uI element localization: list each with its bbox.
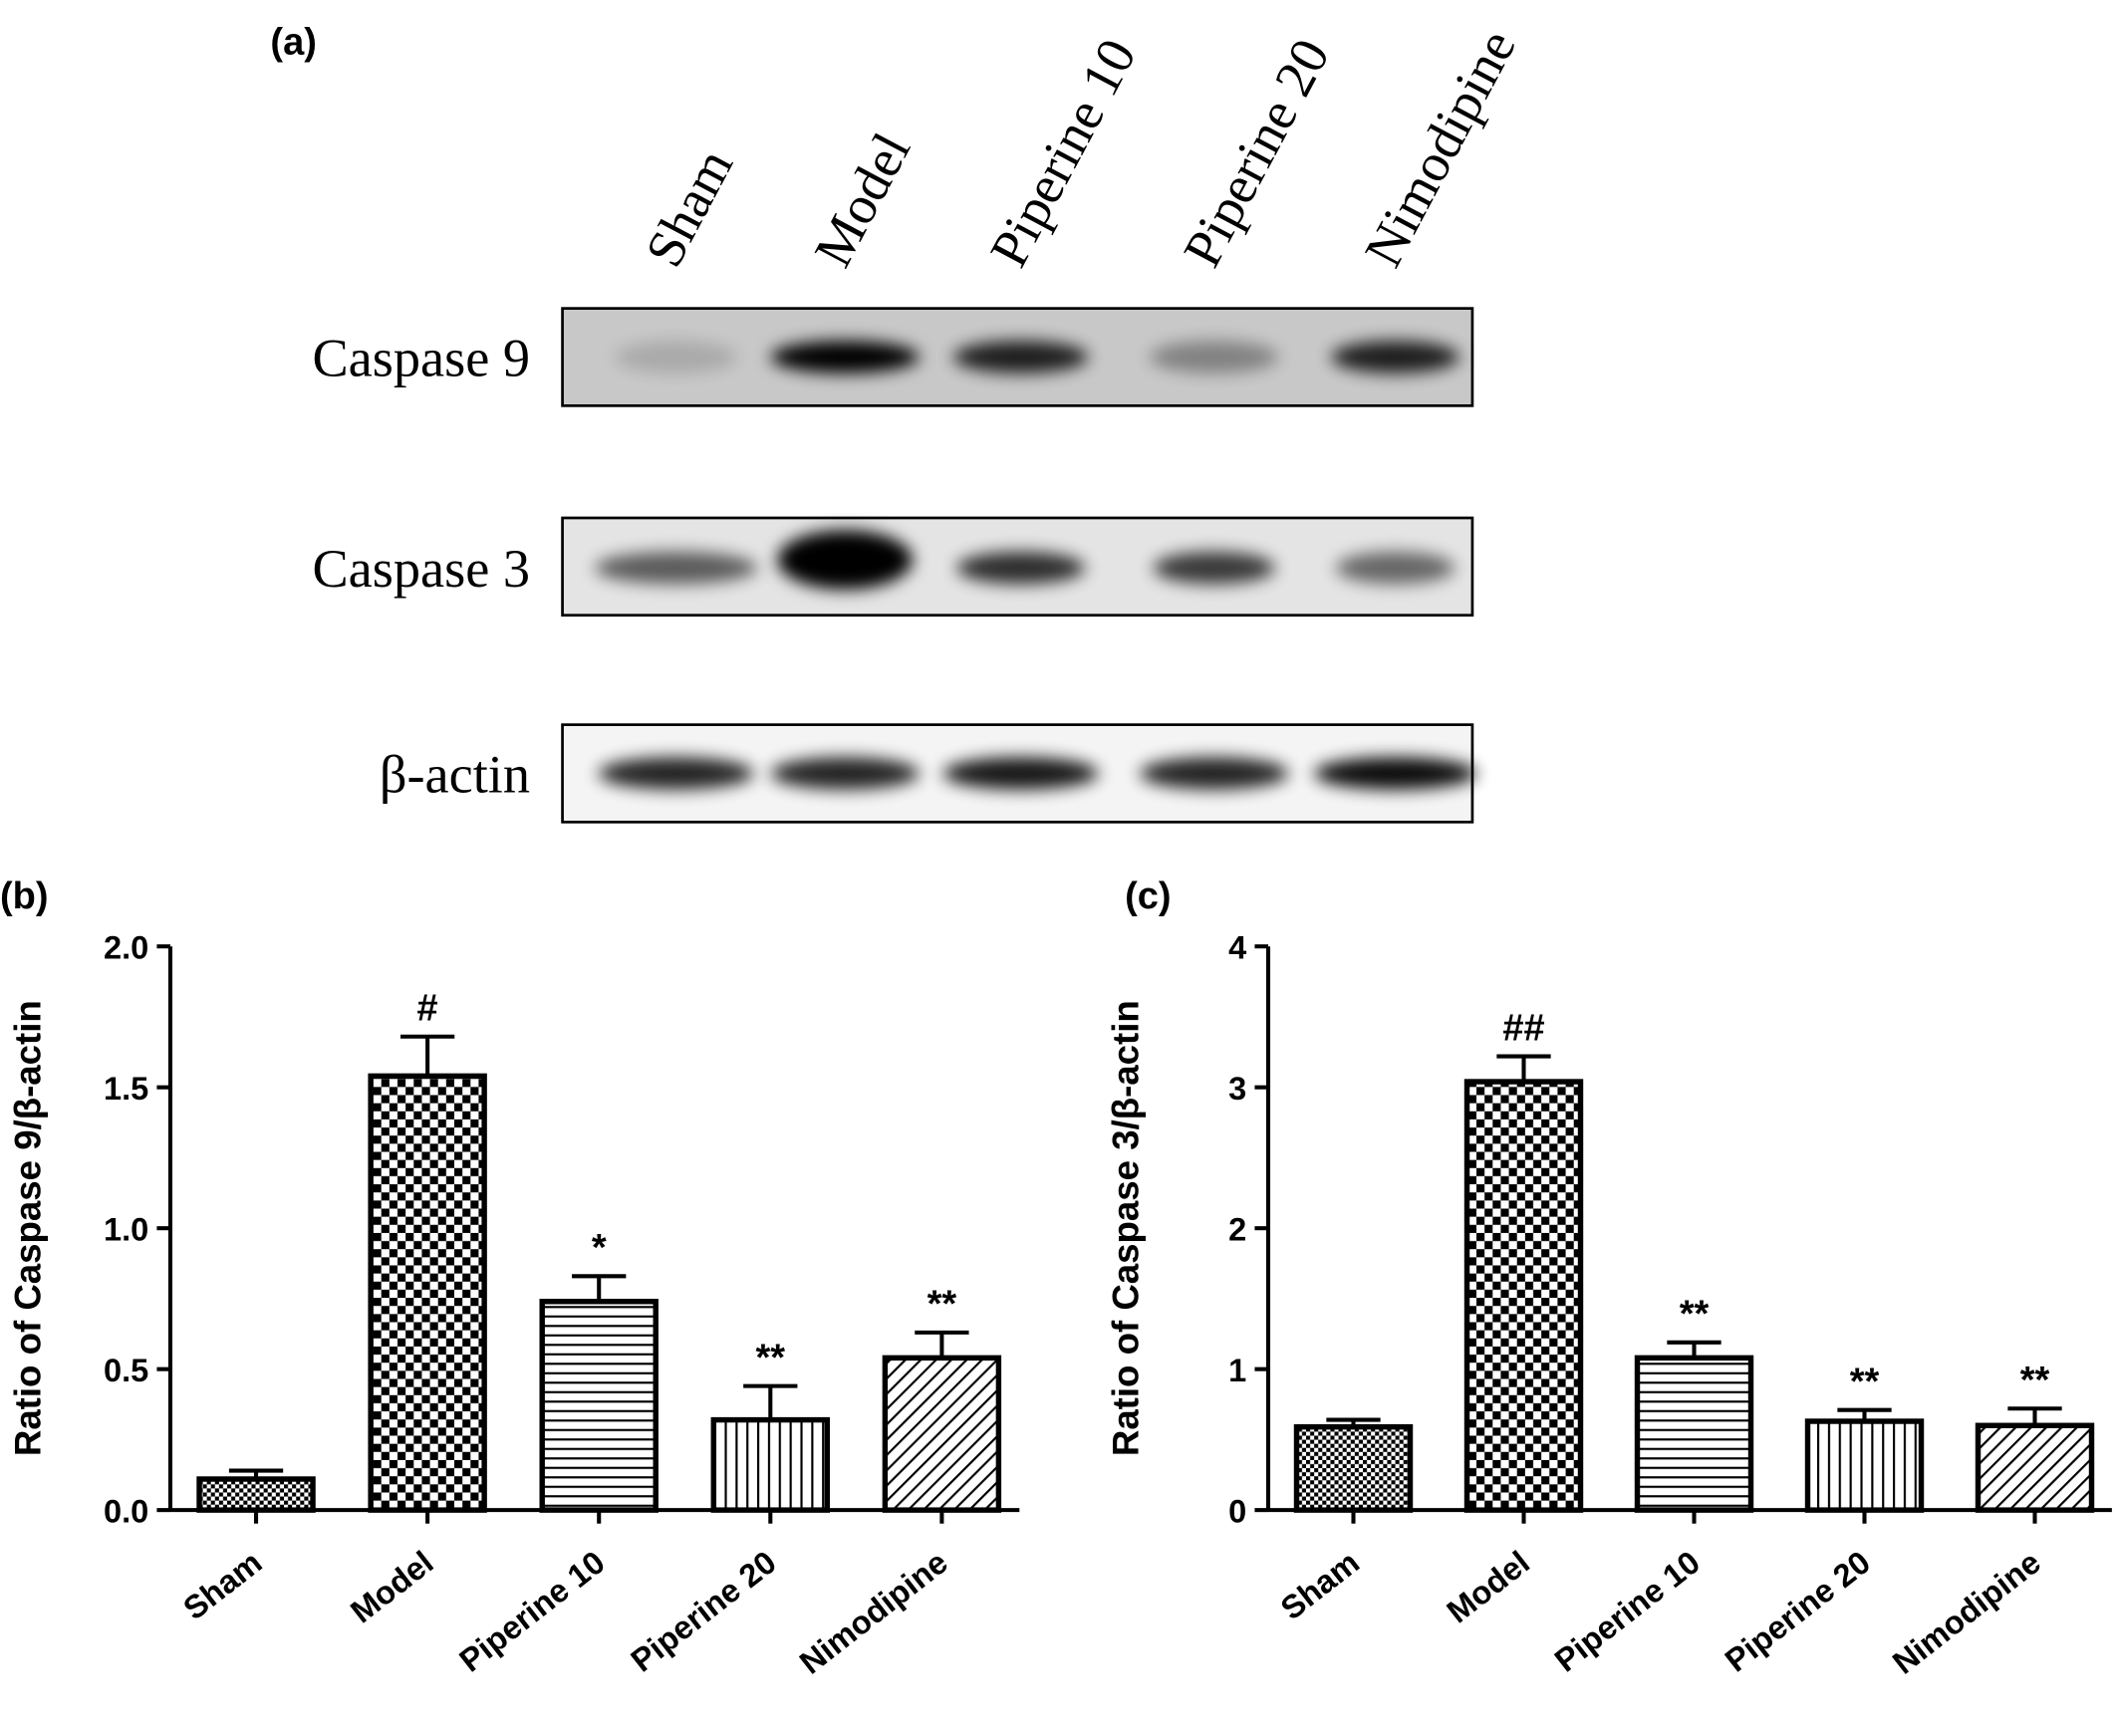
bar: [882, 1355, 1002, 1513]
bar: [368, 1073, 487, 1513]
lane-label: Model: [803, 124, 922, 276]
y-tick-label: 0.5: [104, 1353, 148, 1388]
blot-band: [1140, 757, 1289, 790]
blot-band: [770, 341, 920, 373]
blot: [561, 307, 1476, 824]
blot-band: [595, 551, 757, 585]
blot-band: [598, 757, 754, 790]
y-tick-label: 1.5: [104, 1071, 148, 1107]
bar: [710, 1416, 831, 1513]
blot-band: [615, 341, 737, 373]
row-label: Caspase 3: [312, 539, 530, 599]
panel-label: (b): [0, 875, 49, 917]
bar: [1975, 1422, 2095, 1513]
lane-label: Piperine 20: [1172, 30, 1341, 277]
blot-band: [1314, 757, 1476, 790]
bar: [539, 1299, 659, 1513]
significance-label: **: [928, 1284, 957, 1326]
y-tick-label: 1.0: [104, 1211, 148, 1247]
y-tick-label: 2.0: [104, 929, 148, 965]
y-tick-label: 2: [1228, 1211, 1246, 1247]
significance-label: *: [592, 1227, 607, 1269]
x-tick-label: Piperine 20: [1719, 1544, 1877, 1678]
x-tick-label: Sham: [1274, 1544, 1366, 1626]
y-tick-label: 0.0: [104, 1493, 148, 1529]
significance-label: **: [756, 1337, 786, 1378]
significance-label: **: [1850, 1361, 1880, 1402]
blot-band: [1335, 551, 1456, 585]
row-label: Caspase 9: [312, 329, 530, 388]
y-axis-label: Ratio of Caspase 9/β-actin: [8, 1000, 49, 1456]
bar: [196, 1476, 316, 1513]
panel-label: (c): [1125, 875, 1171, 917]
x-tick-label: Piperine 10: [453, 1544, 612, 1678]
x-tick-label: Nimodipine: [1886, 1544, 2047, 1681]
bar: [1634, 1355, 1754, 1513]
x-tick-label: Nimodipine: [793, 1544, 954, 1681]
blot-band: [1150, 341, 1279, 373]
y-tick-label: 4: [1228, 929, 1246, 965]
y-tick-label: 1: [1228, 1353, 1246, 1388]
blot-band: [956, 551, 1086, 585]
row-label: β-actin: [380, 745, 530, 805]
y-axis-label: Ratio of Caspase 3/β-actin: [1106, 1000, 1147, 1456]
panel-label: (a): [270, 22, 316, 64]
x-tick-label: Sham: [176, 1544, 268, 1626]
lane-label: Piperine 10: [978, 30, 1148, 277]
blot-band: [1153, 551, 1275, 585]
bar: [1293, 1423, 1414, 1513]
y-tick-label: 3: [1228, 1071, 1246, 1107]
significance-label: **: [1680, 1293, 1710, 1335]
significance-label: ##: [1502, 1007, 1544, 1049]
x-tick-label: Model: [1441, 1544, 1536, 1629]
blot-band: [770, 757, 920, 790]
blot-band: [777, 530, 914, 590]
blot-band: [1331, 341, 1460, 373]
x-tick-label: Piperine 20: [625, 1544, 783, 1678]
significance-label: #: [417, 987, 438, 1029]
x-tick-label: Piperine 10: [1548, 1544, 1707, 1678]
bar: [1804, 1418, 1925, 1513]
blot-band: [952, 341, 1089, 373]
blot-band: [942, 757, 1099, 790]
bar: [1463, 1079, 1584, 1513]
lane-label: Nimodipine: [1353, 20, 1527, 276]
lane-label: Sham: [634, 139, 744, 276]
y-tick-label: 0: [1228, 1493, 1246, 1529]
significance-label: **: [2020, 1360, 2050, 1401]
x-tick-label: Model: [344, 1544, 439, 1629]
